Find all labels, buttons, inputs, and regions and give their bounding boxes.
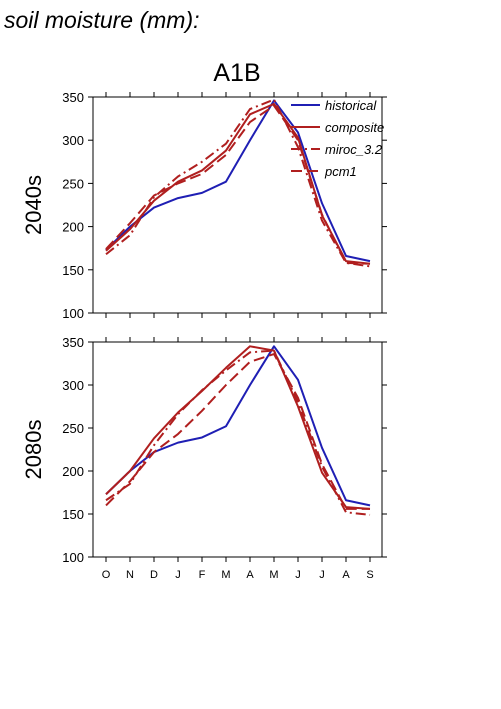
x-tick-label: A [342, 569, 350, 581]
y-tick-label: 150 [62, 263, 84, 278]
series-line [105, 349, 371, 516]
y-tick-label: 250 [62, 176, 84, 191]
series-line [105, 99, 371, 263]
x-tick-label: N [126, 569, 134, 581]
scenario-title: A1B [213, 59, 260, 87]
y-tick-label: 200 [62, 220, 84, 235]
y-tick-label: 200 [62, 464, 84, 479]
x-tick-label: F [199, 569, 206, 581]
x-tick-label: J [319, 569, 325, 581]
x-tick-label: M [221, 569, 230, 581]
x-tick-label: D [150, 569, 158, 581]
series-line [105, 353, 370, 510]
x-tick-label: M [269, 569, 278, 581]
series-line [105, 104, 371, 265]
x-tick-label: O [102, 569, 111, 581]
legend-label: composite [325, 120, 384, 135]
panel-label: 2040s [21, 175, 46, 235]
series-line [105, 345, 371, 507]
panel-label: 2080s [21, 420, 46, 480]
y-tick-label: 300 [62, 133, 84, 148]
y-tick-label: 100 [62, 550, 84, 565]
y-tick-label: 350 [62, 90, 84, 105]
y-tick-label: 100 [62, 306, 84, 321]
y-tick-label: 150 [62, 507, 84, 522]
legend-label: pcm1 [324, 164, 357, 179]
legend-label: miroc_3.2 [325, 142, 383, 157]
x-tick-label: A [246, 569, 254, 581]
chart-legend: historical composite miroc_3.2 pcm1 [291, 98, 384, 179]
legend-label: historical [325, 98, 377, 113]
y-tick-label: 250 [62, 421, 84, 436]
panel-2040s: 100 150 200 250 300 350 2040s [21, 90, 387, 321]
plot-frame [92, 341, 383, 558]
plot-frame [92, 96, 383, 314]
y-tick-label: 350 [62, 335, 84, 350]
x-tick-label: S [366, 569, 373, 581]
series-line [105, 98, 371, 268]
y-tick-label: 300 [62, 378, 84, 393]
panel-2080s: 100 150 200 250 300 350 O N D J F M A M J J A S 2080s [21, 335, 387, 581]
x-tick-label: J [175, 569, 181, 581]
series-line [105, 345, 371, 510]
page-title: soil moisture (mm): [4, 7, 200, 33]
x-tick-label: J [295, 569, 301, 581]
